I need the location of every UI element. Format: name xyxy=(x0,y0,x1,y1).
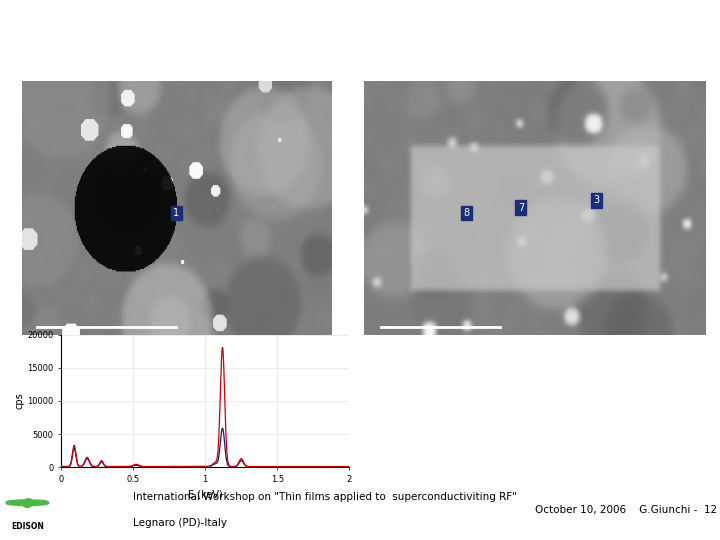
Text: 8: 8 xyxy=(463,208,469,218)
Y-axis label: cps: cps xyxy=(14,393,24,409)
Text: Calibration of the  fluorescence microanalysis: Calibration of the fluorescence microana… xyxy=(0,21,720,49)
Text: at: at xyxy=(453,369,465,382)
Text: Legnaro (PD)-Italy: Legnaro (PD)-Italy xyxy=(133,518,228,528)
Text: = α  * (B/Mg): = α * (B/Mg) xyxy=(469,353,626,373)
X-axis label: E (keV): E (keV) xyxy=(188,489,222,500)
Text: 3: 3 xyxy=(593,195,599,205)
Text: EDISON: EDISON xyxy=(11,522,44,531)
Text: (B/Mg): (B/Mg) xyxy=(388,353,466,373)
Text: 1: 1 xyxy=(174,208,179,218)
Text: e: e xyxy=(22,494,33,512)
Text: XRF: XRF xyxy=(625,369,649,382)
Text: α = 16.903      ;    β =  0.5: α = 16.903 ; β = 0.5 xyxy=(388,423,688,443)
Text: October 10, 2006    G.Giunchi -  12: October 10, 2006 G.Giunchi - 12 xyxy=(536,504,717,515)
Text: 7: 7 xyxy=(518,203,524,213)
Text: International Workshop on "Thin films applied to  superconductiviting RF": International Workshop on "Thin films ap… xyxy=(133,491,517,502)
Text: β: β xyxy=(659,342,670,360)
